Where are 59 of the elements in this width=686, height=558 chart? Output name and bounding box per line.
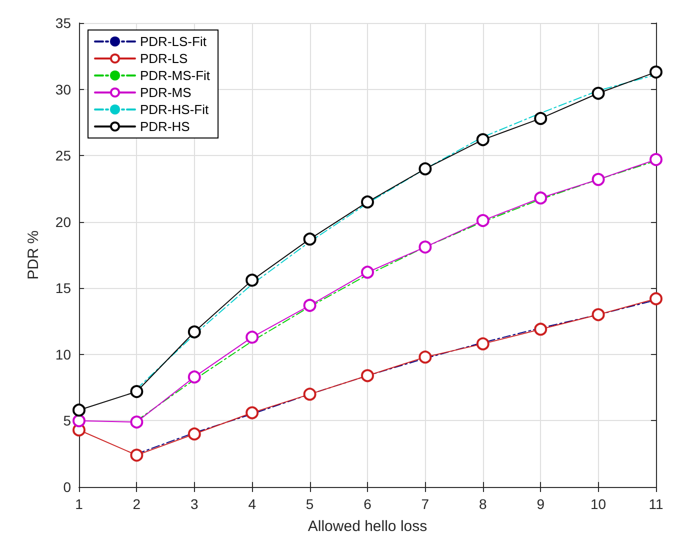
point bbox=[534, 322, 548, 336]
point bbox=[534, 191, 548, 204]
point bbox=[650, 66, 662, 79]
x-tick-label: 8 bbox=[479, 496, 487, 512]
x-tick-label: 4 bbox=[248, 496, 256, 512]
x-tick-label: 7 bbox=[421, 496, 430, 512]
x-tick-label: 1 bbox=[75, 496, 84, 512]
y-axis-title: PDR % bbox=[25, 230, 42, 280]
point bbox=[130, 448, 144, 462]
point bbox=[418, 240, 432, 254]
point bbox=[592, 172, 605, 186]
legend-label: PDR-MS bbox=[140, 85, 192, 100]
y-tick-label: 35 bbox=[55, 15, 72, 31]
x-tick-label: 3 bbox=[190, 496, 198, 512]
point bbox=[303, 388, 316, 401]
y-tick-label: 25 bbox=[55, 148, 72, 164]
point bbox=[476, 337, 490, 350]
point bbox=[72, 414, 86, 428]
point bbox=[418, 162, 432, 176]
y-tick-label: 15 bbox=[55, 280, 72, 296]
legend-label: PDR-LS bbox=[140, 51, 188, 66]
legend-label: PDR-HS bbox=[140, 119, 190, 134]
x-tick-label: 10 bbox=[590, 496, 606, 512]
point bbox=[303, 298, 316, 312]
x-axis-title: Allowed hello loss bbox=[308, 518, 428, 535]
point bbox=[650, 153, 662, 166]
y-tick-label: 5 bbox=[63, 412, 72, 429]
legend-label: PDR-HS-Fit bbox=[140, 102, 209, 117]
point bbox=[534, 112, 548, 125]
y-tick-label: 20 bbox=[55, 214, 72, 230]
point bbox=[476, 133, 490, 146]
x-tick-label: 6 bbox=[364, 496, 372, 512]
point bbox=[303, 232, 316, 246]
point bbox=[246, 330, 259, 344]
point bbox=[361, 195, 374, 208]
legend-label: PDR-MS-Fit bbox=[140, 68, 210, 83]
legend-label: PDR-LS-Fit bbox=[140, 34, 207, 49]
y-tick-label: 30 bbox=[55, 81, 72, 98]
point bbox=[650, 292, 662, 306]
point bbox=[188, 370, 201, 384]
x-tick-label: 5 bbox=[306, 496, 314, 512]
point bbox=[188, 427, 201, 440]
point bbox=[361, 369, 374, 382]
point bbox=[188, 325, 201, 338]
point bbox=[72, 404, 86, 417]
x-tick-label: 11 bbox=[648, 496, 664, 512]
point bbox=[246, 406, 259, 420]
point bbox=[246, 274, 259, 287]
point bbox=[592, 308, 605, 322]
point bbox=[418, 350, 432, 364]
x-tick-label: 2 bbox=[132, 496, 141, 512]
point bbox=[592, 86, 605, 100]
y-tick-label: 0 bbox=[63, 479, 72, 495]
point bbox=[476, 214, 490, 228]
x-tick-label: 9 bbox=[536, 496, 545, 512]
point bbox=[130, 416, 144, 429]
point bbox=[130, 385, 144, 398]
y-tick-label: 10 bbox=[55, 346, 72, 362]
point bbox=[361, 266, 374, 279]
